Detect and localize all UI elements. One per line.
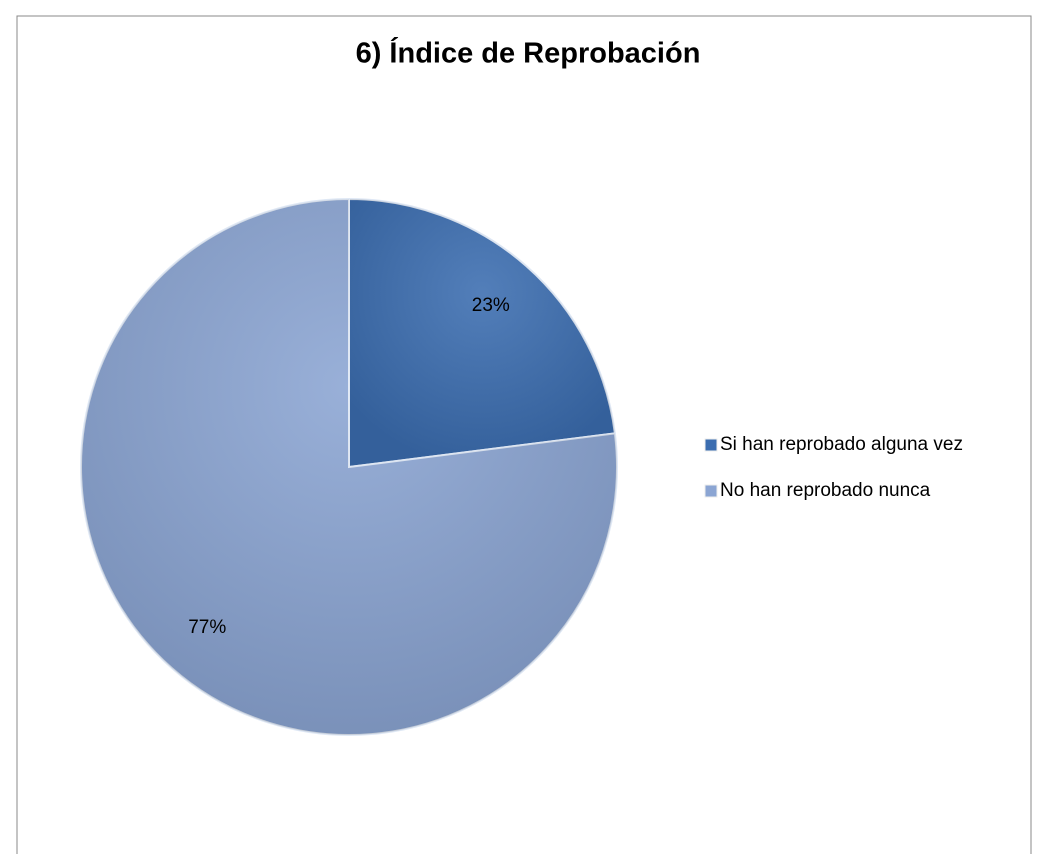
legend: Si han reprobado alguna vez No han reprob… xyxy=(704,434,963,501)
legend-label: Si han reprobado alguna vez xyxy=(720,434,963,455)
chart-frame xyxy=(16,15,1032,854)
pie: 23% 77% xyxy=(80,197,618,736)
data-label: 23% xyxy=(472,295,510,316)
pie-slice xyxy=(348,197,617,469)
chart-title: 6) Índice de Reprobación xyxy=(356,36,701,70)
legend-label: No han reprobado nunca xyxy=(720,480,931,501)
data-label: 77% xyxy=(188,617,226,638)
legend-swatch xyxy=(704,484,718,498)
legend-swatch xyxy=(704,438,718,452)
